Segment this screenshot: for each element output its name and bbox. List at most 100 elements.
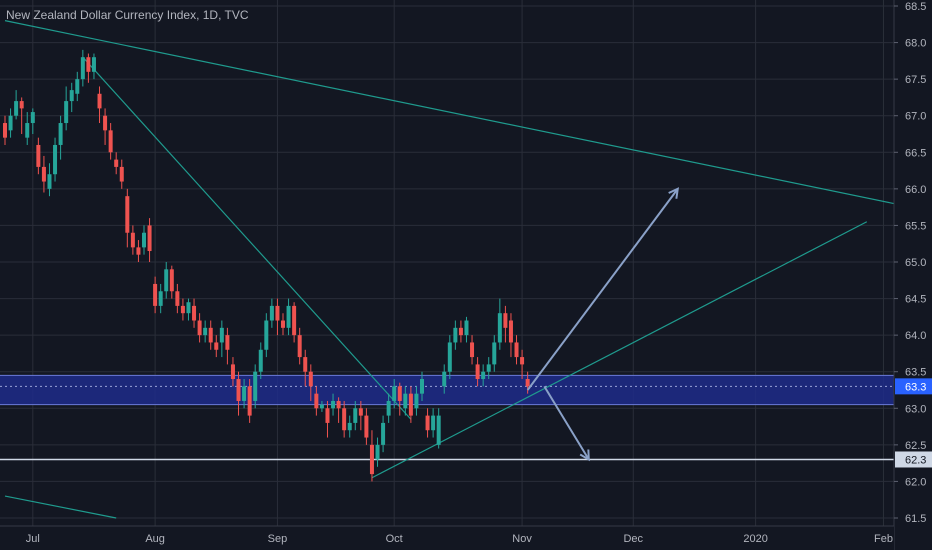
candle-body <box>281 320 285 328</box>
level-price-label: 62.3 <box>905 454 926 466</box>
candle-body <box>442 371 447 387</box>
time-tick-label: Dec <box>623 533 643 545</box>
candle-body <box>403 393 408 409</box>
candle-body <box>8 115 13 131</box>
candle-body <box>114 159 119 167</box>
time-tick-label: Sep <box>268 533 288 545</box>
zone-rect <box>0 375 894 405</box>
trendline[interactable] <box>4 495 117 519</box>
candle-body <box>225 335 230 350</box>
candle-body <box>80 57 85 80</box>
price-tick-label: 63.5 <box>905 367 926 379</box>
projection-arrows <box>526 187 680 462</box>
price-tick-label: 63.0 <box>905 403 926 415</box>
candle-body <box>203 327 208 336</box>
candle-body <box>275 305 280 321</box>
candle-body <box>130 232 135 248</box>
price-tick-label: 65.0 <box>905 257 926 269</box>
candle-body <box>192 305 197 321</box>
price-axis[interactable]: 68.5 68.0 67.5 67.0 66.5 66.0 65.5 65.0 64.5 64.0… <box>893 0 932 550</box>
candle-body <box>269 305 274 321</box>
candle-body <box>525 379 530 387</box>
candle-body <box>414 393 419 409</box>
candle-body <box>180 305 185 314</box>
candle-body <box>41 166 46 182</box>
candle-body <box>314 393 319 409</box>
price-tick-label: 66.0 <box>905 184 926 196</box>
chart-title: New Zealand Dollar Currency Index, 1D, T… <box>6 8 249 22</box>
time-axis-bg <box>0 526 894 550</box>
candle-body <box>369 444 374 475</box>
candle-body <box>119 166 124 182</box>
candle-body <box>397 386 402 401</box>
candle-body <box>186 302 191 314</box>
candle-body <box>358 408 363 416</box>
time-tick-label: Aug <box>145 533 165 545</box>
trendlines <box>4 20 912 519</box>
candle-body <box>214 342 219 350</box>
trendline[interactable] <box>371 221 868 479</box>
price-tick-label: 62.5 <box>905 440 926 452</box>
candle-body <box>175 291 180 306</box>
time-tick-label: 2020 <box>743 533 767 545</box>
price-tick-label: 67.5 <box>905 74 926 86</box>
trendline[interactable] <box>4 20 912 208</box>
price-tick-label: 64.0 <box>905 330 926 342</box>
candle-body <box>286 305 291 328</box>
candle-body <box>447 342 452 372</box>
candle-body <box>453 327 458 343</box>
candle-body <box>508 320 513 343</box>
candle-body <box>381 422 386 445</box>
candle-body <box>197 320 202 336</box>
price-tick-label: 66.5 <box>905 147 926 159</box>
candle-body <box>3 123 7 138</box>
candle-body <box>436 415 441 445</box>
time-tick-label: Oct <box>386 533 403 545</box>
arrow-head <box>668 187 680 199</box>
candle-body <box>25 123 30 138</box>
candle-body <box>420 379 424 394</box>
time-axis[interactable]: Jul Aug Sep Oct Nov Dec 2020 Feb <box>0 525 894 550</box>
arrow-shaft[interactable] <box>543 385 590 461</box>
zone-price-label: 63.3 <box>905 381 926 393</box>
candle-body <box>386 400 391 416</box>
candle-body <box>247 386 252 416</box>
price-tick-label: 62.0 <box>905 476 926 488</box>
candle-body <box>242 386 247 401</box>
candle-body <box>431 415 436 431</box>
candle-body <box>108 130 113 153</box>
candle-body <box>392 386 397 401</box>
candle-body <box>208 327 213 343</box>
candle-body <box>475 364 480 380</box>
price-tick-label: 67.0 <box>905 111 926 123</box>
candle-body <box>236 379 241 401</box>
candle-body <box>331 400 336 409</box>
candles[interactable] <box>3 49 530 482</box>
candle-body <box>375 444 380 460</box>
candle-body <box>353 408 358 423</box>
candle-body <box>520 357 525 365</box>
candle-body <box>292 305 297 336</box>
candle-body <box>297 335 302 358</box>
candle-body <box>464 320 469 336</box>
candle-body <box>503 313 508 328</box>
trendline[interactable] <box>82 56 412 420</box>
candle-body <box>64 101 69 124</box>
candle-body <box>336 400 341 409</box>
time-tick-label: Feb <box>874 533 893 545</box>
candle-body <box>342 408 347 431</box>
support-zone <box>0 374 894 406</box>
candle-body <box>86 57 91 72</box>
arrow-shaft[interactable] <box>526 188 679 391</box>
candle-body <box>147 225 152 252</box>
candle-body <box>97 93 102 109</box>
candle-body <box>125 196 130 233</box>
candle-body <box>142 232 146 248</box>
time-tick-label: Nov <box>512 533 532 545</box>
price-tick-label: 68.0 <box>905 38 926 50</box>
candle-body <box>408 393 413 416</box>
level-price-label-bg <box>895 451 932 468</box>
candle-body <box>158 291 163 306</box>
